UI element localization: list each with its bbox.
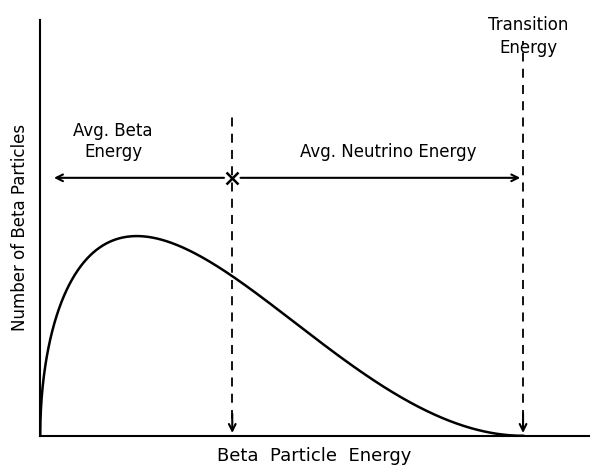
Text: Avg. Neutrino Energy: Avg. Neutrino Energy xyxy=(301,143,477,161)
X-axis label: Beta  Particle  Energy: Beta Particle Energy xyxy=(217,447,412,465)
Y-axis label: Number of Beta Particles: Number of Beta Particles xyxy=(11,124,29,331)
Text: Transition
Energy: Transition Energy xyxy=(488,16,569,57)
Text: Avg. Beta
Energy: Avg. Beta Energy xyxy=(73,122,153,161)
